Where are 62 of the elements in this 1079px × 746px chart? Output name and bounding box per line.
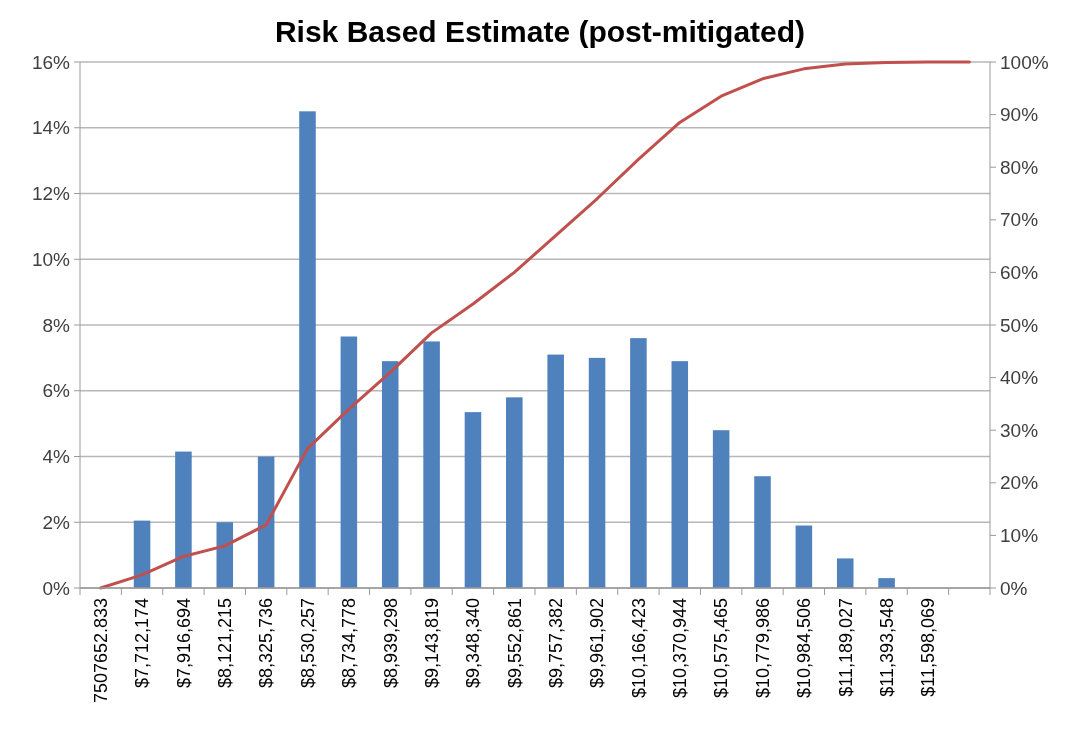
bar <box>423 341 440 588</box>
x-tick-label: $9,348,340 <box>463 598 484 689</box>
y2-tick-label: 70% <box>1000 209 1039 231</box>
bar <box>878 578 895 588</box>
x-tick-label: $10,370,944 <box>670 598 691 699</box>
y-tick-label: 6% <box>42 380 71 402</box>
bar <box>506 397 523 588</box>
bar <box>795 525 813 588</box>
x-tick-label: $10,166,423 <box>628 598 649 699</box>
chart-title: Risk Based Estimate (post-mitigated) <box>274 15 806 48</box>
line-series <box>99 60 971 590</box>
y-tick-label: 12% <box>31 183 71 205</box>
bar <box>175 451 192 588</box>
bar <box>754 476 771 588</box>
x-tick-label: $9,757,382 <box>545 598 566 689</box>
y2-tick-label: 10% <box>1000 525 1039 547</box>
x-tick-label: $8,121,215 <box>215 598 236 689</box>
x-tick-label: $9,143,819 <box>421 598 442 689</box>
bar <box>464 412 482 588</box>
x-tick-label: $7,712,174 <box>132 598 153 689</box>
bar <box>340 336 358 588</box>
y-tick-label: 16% <box>31 51 71 73</box>
bar <box>836 558 854 588</box>
x-tick-label: $11,598,069 <box>918 598 939 697</box>
bar <box>257 456 275 588</box>
x-tick-label: $10,575,465 <box>711 598 732 699</box>
bar <box>671 361 689 588</box>
y2-tick-label: 80% <box>1000 156 1039 178</box>
y-tick-label: 0% <box>42 577 71 599</box>
y-tick-label: 10% <box>31 248 71 270</box>
bar <box>299 111 316 588</box>
y2-tick-label: 90% <box>1000 104 1039 126</box>
y-tick-label: 8% <box>42 314 71 336</box>
x-tick-label: $8,939,298 <box>380 598 401 689</box>
x-tick-label: $11,393,548 <box>876 598 897 697</box>
y-tick-label: 14% <box>31 117 71 139</box>
y-tick-label: 4% <box>42 446 71 468</box>
x-tick-label: $7,916,694 <box>173 598 194 689</box>
x-tick-label: $10,984,506 <box>794 598 815 699</box>
y2-tick-label: 50% <box>1000 314 1039 336</box>
y2-tick-label: 40% <box>1000 367 1039 389</box>
x-tick-label: $8,734,778 <box>339 598 360 689</box>
bar <box>547 354 564 588</box>
y2-tick-label: 20% <box>1000 472 1039 494</box>
y2-tick-label: 60% <box>1000 262 1039 284</box>
x-tick-label: $11,189,027 <box>835 598 856 697</box>
bar <box>588 357 606 588</box>
x-tick-label: $9,552,861 <box>504 598 525 689</box>
bar <box>630 338 647 588</box>
bar <box>381 361 399 588</box>
x-tick-label: $9,961,902 <box>587 598 608 689</box>
x-tick-label: 7507652.833 <box>90 598 111 704</box>
x-tick-label: $8,325,736 <box>256 598 277 689</box>
bar <box>216 522 234 588</box>
x-tick-label: $8,530,257 <box>297 598 318 689</box>
bar <box>133 520 151 588</box>
y2-tick-label: 0% <box>1000 577 1028 599</box>
bar <box>712 430 730 588</box>
x-tick-label: $10,779,986 <box>752 598 773 699</box>
y2-tick-label: 100% <box>1000 51 1049 73</box>
y-tick-label: 2% <box>42 511 71 533</box>
y2-tick-label: 30% <box>1000 419 1039 441</box>
